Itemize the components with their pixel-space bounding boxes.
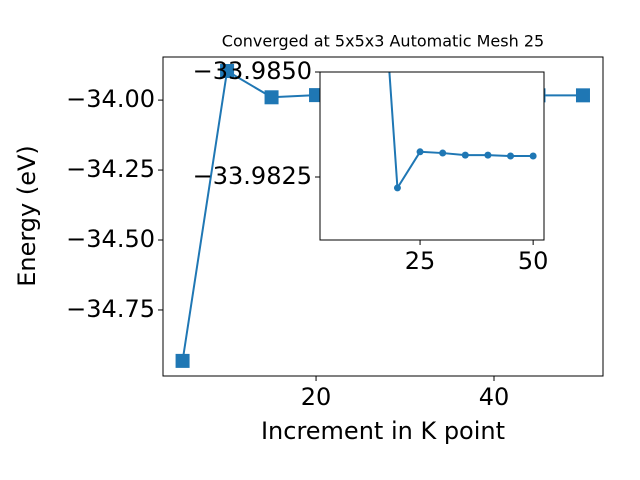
marker	[264, 90, 279, 105]
data-line	[388, 72, 534, 192]
chart-title: Converged at 5x5x3 Automatic Mesh 25	[222, 32, 544, 51]
marker	[529, 152, 537, 160]
y-axis-label: Energy (eV)	[13, 145, 41, 287]
marker	[416, 148, 424, 156]
x-tick-label: 50	[518, 247, 549, 275]
marker	[439, 149, 447, 157]
marker	[575, 88, 590, 103]
marker	[507, 152, 515, 160]
marker	[461, 151, 469, 159]
axes-frame	[319, 71, 545, 241]
y-tick-label: −33.9850	[193, 57, 312, 85]
x-tick-label: 25	[405, 247, 436, 275]
x-tick-label: 20	[301, 383, 332, 411]
plot-layer	[388, 72, 537, 192]
x-axis-label: Increment in K point	[261, 417, 505, 445]
marker	[393, 184, 401, 192]
y-tick-label: −34.00	[66, 85, 155, 113]
marker	[220, 63, 235, 78]
y-tick-label: −34.50	[66, 225, 155, 253]
x-tick-label: 40	[479, 383, 510, 411]
y-tick-label: −34.75	[66, 295, 155, 323]
y-tick-label: −33.9825	[193, 162, 312, 190]
axes-frame	[162, 56, 604, 377]
marker	[484, 151, 492, 159]
marker	[175, 353, 190, 368]
y-tick-label: −34.25	[66, 155, 155, 183]
